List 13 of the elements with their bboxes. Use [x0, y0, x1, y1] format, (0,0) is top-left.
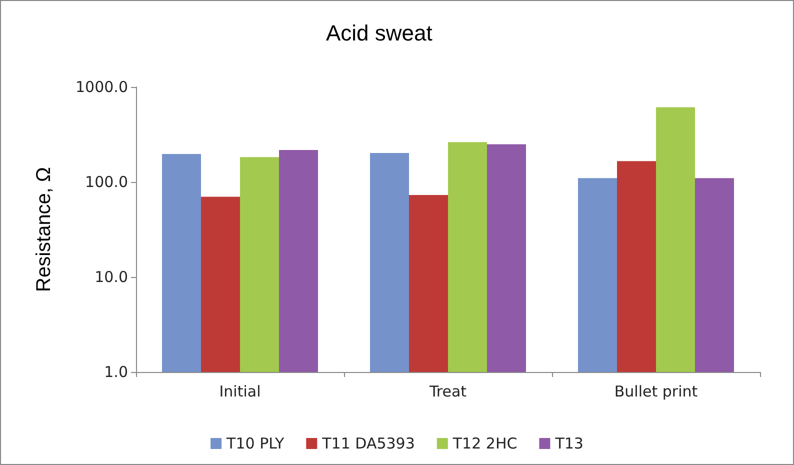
chart-title: Acid sweat: [326, 20, 432, 46]
y-tick-label: 10.0: [94, 268, 128, 286]
y-axis-title: Resistance, Ω: [33, 166, 55, 292]
x-tick-label: Initial: [219, 382, 261, 400]
legend-label: T10 PLY: [226, 434, 285, 452]
legend-label: T11 DA5393: [321, 434, 415, 452]
x-tick-label: Bullet print: [614, 382, 698, 400]
y-tick-label: 1000.0: [76, 78, 128, 96]
y-tick-label: 1.0: [104, 363, 128, 381]
legend-label: T13: [554, 434, 584, 452]
y-tick-label: 100.0: [85, 173, 128, 191]
x-tick-label: Treat: [428, 382, 467, 400]
legend-label: T12 2HC: [452, 434, 518, 452]
